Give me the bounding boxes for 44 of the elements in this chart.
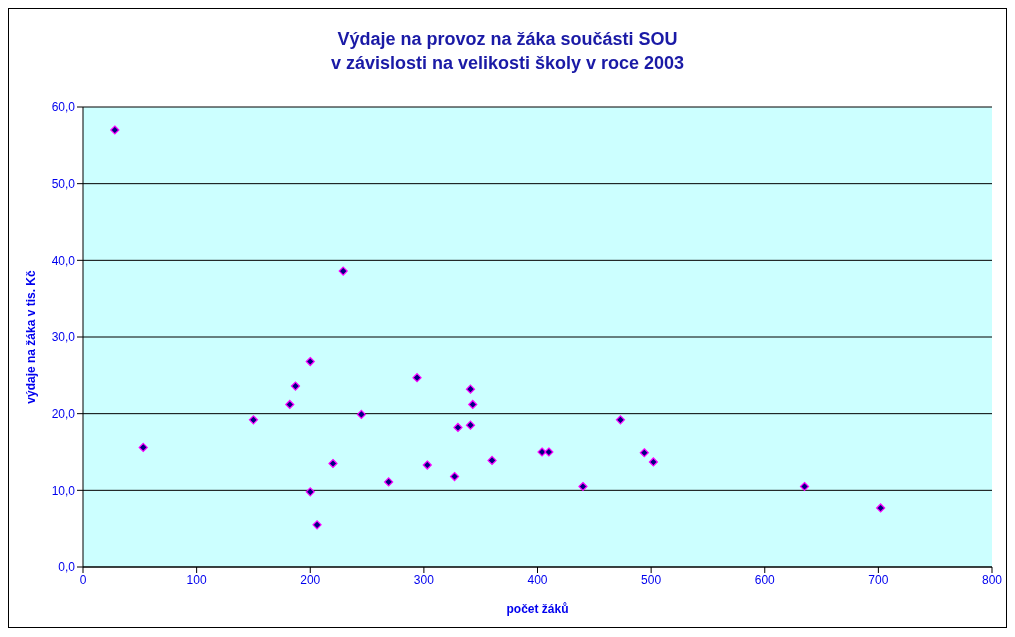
x-tick-label: 300 [413, 572, 435, 587]
y-tick-label: 40,0 [51, 253, 76, 268]
point [328, 458, 338, 469]
x-tick-label: 600 [754, 572, 776, 587]
point [412, 373, 422, 383]
point [138, 442, 148, 452]
y-tick-label: 60,0 [51, 100, 76, 115]
point [384, 477, 394, 487]
point [285, 399, 295, 410]
point [453, 422, 463, 433]
y-tick-label: 30,0 [51, 330, 76, 345]
point [639, 448, 649, 458]
point [312, 520, 322, 530]
point [615, 415, 626, 425]
x-tick-label: 400 [527, 572, 548, 587]
y-tick-label: 50,0 [51, 176, 76, 191]
x-tick-label: 100 [186, 572, 207, 587]
x-tick-label: 800 [981, 572, 1003, 587]
x-tick-label: 700 [868, 572, 889, 587]
x-tick-label: 500 [641, 572, 662, 587]
x-tick-label: 0 [79, 572, 87, 587]
point [422, 460, 432, 470]
point [465, 420, 476, 430]
point [290, 381, 301, 391]
point [338, 266, 348, 276]
point [110, 125, 120, 135]
point [465, 384, 476, 394]
point [356, 409, 366, 420]
point [876, 503, 886, 513]
y-tick-label: 0,0 [58, 560, 76, 575]
point [578, 481, 588, 492]
point [305, 487, 315, 497]
y-tick-label: 10,0 [51, 483, 76, 498]
point [487, 455, 497, 466]
point [648, 457, 658, 467]
chart-title: Výdaje na provoz na žáka součásti SOU v závislosti na velikosti školy v roce 2003 [329, 28, 686, 75]
point [468, 399, 478, 410]
point [305, 356, 315, 367]
x-tick-label: 200 [300, 572, 321, 587]
x-axis-title: počet žáků [506, 602, 569, 616]
y-axis-title: výdaje na žáka v tis. Kč [24, 269, 39, 404]
point [544, 447, 554, 457]
point [248, 415, 259, 425]
y-tick-label: 20,0 [51, 406, 76, 421]
